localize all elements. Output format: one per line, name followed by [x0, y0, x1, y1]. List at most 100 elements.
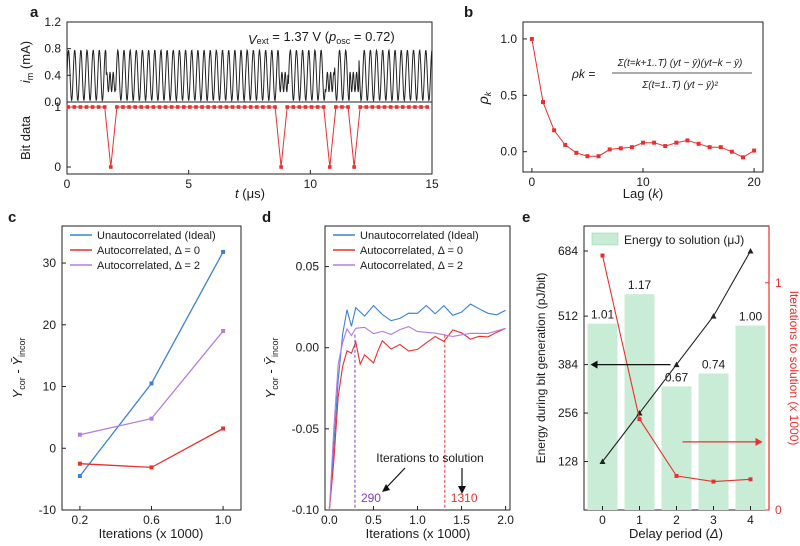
autocorr-point — [696, 141, 701, 146]
legend-c-label: Unautocorrelated (Ideal) — [97, 230, 216, 242]
xtick-label-d: 0.0 — [321, 513, 338, 527]
arrow-290-shaft — [385, 467, 406, 489]
xtick-label-a: 15 — [425, 177, 439, 191]
bit-point — [376, 105, 381, 109]
xtick-label-d: 1.0 — [409, 513, 426, 527]
ytick-label-a-bottom: 1 — [54, 100, 61, 114]
bit-point — [188, 105, 192, 109]
xtick-label-d: 2.0 — [497, 513, 514, 527]
series-c-point-0 — [77, 474, 82, 479]
plot-c-marks: -10 0 10 20 30 0.2 0.6 1.0 — [39, 249, 232, 527]
panel-label-a: a — [30, 4, 39, 21]
annotation-iterations-to-solution: Iterations to solution — [376, 451, 483, 465]
bit-point — [273, 105, 277, 109]
ylabel-c: Ycor - Ȳincor — [10, 338, 27, 399]
panel-d: -0.10 -0.05 0.00 0.05 0.0 0.5 1.0 1.5 2.0 290 1310… — [263, 225, 515, 541]
series-d-line-2 — [328, 325, 506, 511]
ytick-label-e-right: 1 — [775, 276, 782, 290]
energy-bitgen-point — [747, 247, 754, 254]
series-d-line-0 — [328, 303, 506, 511]
bit-point — [297, 105, 302, 109]
bit-point — [127, 105, 131, 109]
bit-point — [394, 105, 399, 109]
autocorrelation-formula: ρk = Σ(t=k+1..T) (yt − ȳ)(yt−k − ȳ) Σ(t=… — [571, 58, 752, 91]
bit-point — [388, 105, 393, 109]
ytick-label-b: 0.5 — [500, 88, 517, 102]
bit-point — [151, 105, 156, 109]
series-c-point-1 — [149, 465, 154, 470]
bit-point — [413, 105, 417, 109]
plot-e-marks: 1.01 1.17 0.67 0.74 1.00 128 256 384 512 684 0 1 0 1 2… — [558, 226, 782, 527]
bit-point — [96, 105, 101, 109]
bit-point — [66, 105, 71, 109]
autocorr-point — [618, 146, 623, 151]
autocorr-point — [529, 36, 534, 41]
bit-point — [315, 105, 320, 109]
energy-bar-4 — [735, 325, 766, 510]
plot-d-marks: -0.10 -0.05 0.00 0.05 0.0 0.5 1.0 1.5 2.0 290 1310 — [292, 260, 515, 527]
energy-bitgen-point — [599, 458, 606, 465]
bit-point — [90, 105, 95, 109]
xtick-label-b: 20 — [747, 175, 761, 189]
energy-bar-2 — [661, 386, 692, 510]
bit-point — [279, 165, 283, 169]
bit-point — [309, 105, 314, 109]
bit-point — [212, 105, 217, 109]
bit-line — [68, 106, 428, 168]
autocorr-point — [729, 149, 734, 154]
bit-point — [169, 105, 174, 109]
iterations-point — [637, 417, 642, 422]
legend-d-label: Autocorrelated, Δ = 0 — [360, 245, 463, 257]
ylabel-e-left: Energy during bit generation (pJ/bit) — [534, 273, 548, 464]
iterations-point — [711, 479, 716, 484]
ylabel-e-right: Iterations to solution (x 1000) — [787, 291, 800, 446]
autocorr-point — [574, 150, 579, 155]
series-c-point-2 — [77, 432, 82, 437]
ytick-label-e-left: 384 — [558, 358, 578, 372]
bit-point — [370, 105, 375, 109]
annotation-vext: Vext = 1.37 V (posc = 0.72) — [248, 29, 395, 47]
arrow-290-head — [382, 484, 390, 492]
bit-point — [133, 105, 137, 109]
xtick-label-e: 1 — [636, 513, 643, 527]
autocorr-point — [607, 147, 612, 152]
ytick-label-b: 0.0 — [500, 145, 517, 159]
formula-denominator: Σ(t=1..T) (yt − ȳ)² — [641, 80, 718, 91]
energy-bar-label-0: 1.01 — [591, 308, 615, 322]
autocorr-point — [707, 145, 712, 150]
legend-d-label: Unautocorrelated (Ideal) — [360, 230, 479, 242]
xtick-label-d: 0.5 — [365, 513, 382, 527]
xtick-label-e: 0 — [599, 513, 606, 527]
plot-a-bottom-marks: 010 5 10 15 — [54, 100, 439, 191]
ylabel-d: Ycor - Ȳincor — [263, 338, 280, 399]
plot-b-marks: 0.0 0.5 1.0 0 10 20 — [500, 32, 761, 189]
autocorr-point — [752, 148, 757, 153]
xtick-label-a: 0 — [64, 177, 71, 191]
autocorr-point — [563, 142, 568, 147]
bit-point — [78, 105, 83, 109]
ylabel-im: im (mA) — [18, 41, 35, 83]
autocorr-point — [596, 154, 601, 159]
panel-label-d: d — [262, 209, 271, 226]
bit-point — [346, 105, 350, 109]
panel-a: 0.00.40.81.2 010 5 10 15 Vext = 1.37 V (pos… — [18, 15, 439, 201]
bit-point — [84, 105, 89, 109]
marker-d-label-0: 290 — [361, 491, 381, 505]
autocorr-point — [674, 140, 679, 145]
ytick-label-a-top: 0.4 — [44, 68, 61, 82]
iterations-point — [600, 253, 605, 258]
panel-b: 0.0 0.5 1.0 0 10 20 ρk Lag (k) ρk = Σ(t=k+1..… — [475, 21, 764, 201]
ylabel-rho: ρk — [475, 91, 493, 105]
ytick-label-a-top: 0.8 — [44, 42, 61, 56]
series-c-point-2 — [149, 416, 154, 421]
series-c-point-2 — [221, 328, 226, 333]
ytick-label-a-bottom: 0 — [54, 160, 61, 174]
bit-point — [291, 105, 296, 109]
panel-e: 1.01 1.17 0.67 0.74 1.00 128 256 384 512 684 0 1 0 1 2… — [534, 225, 800, 541]
xlabel-c: Iterations (x 1000) — [99, 526, 204, 541]
bit-point — [303, 105, 308, 109]
bit-point — [175, 105, 180, 109]
bit-point — [236, 105, 241, 109]
legend-d-label: Autocorrelated, Δ = 2 — [360, 260, 463, 272]
arrow-left-axis-head — [590, 360, 598, 369]
